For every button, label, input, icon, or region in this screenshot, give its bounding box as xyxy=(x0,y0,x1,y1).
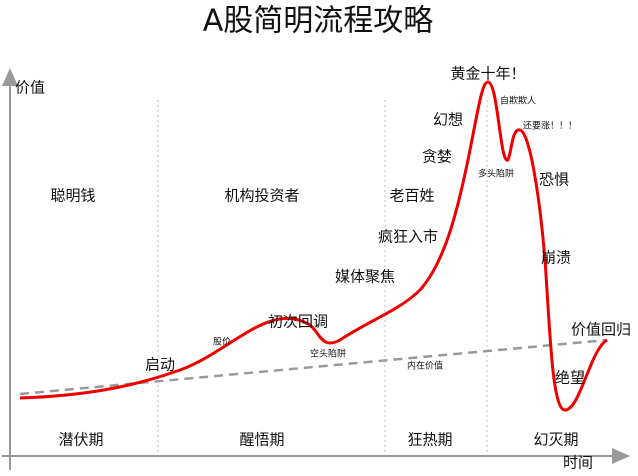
phase: 幻灭期 xyxy=(533,431,578,449)
curve-label: 启动 xyxy=(145,356,175,374)
title: A股简明流程攻略 xyxy=(203,4,434,39)
x-axis-label: 时间 xyxy=(563,454,593,472)
y-axis-label: 价值 xyxy=(15,79,45,97)
curve-label: 空头陷阱 xyxy=(310,348,346,360)
dividers xyxy=(157,100,488,455)
curve-label: 多头陷阱 xyxy=(478,168,514,180)
curve-label: 贪婪 xyxy=(422,148,452,166)
curve-label: 媒体聚焦 xyxy=(335,268,395,286)
investor: 聪明钱 xyxy=(50,187,95,205)
phase: 潜伏期 xyxy=(58,431,103,449)
curve-label: 价值回归 xyxy=(571,321,631,339)
curve-label: 疯狂入市 xyxy=(378,228,438,246)
investor: 机构投资者 xyxy=(224,187,299,205)
curve-label: 绝望 xyxy=(555,369,585,387)
curve-label: 黄金十年！ xyxy=(450,65,525,83)
curve-label: 恐惧 xyxy=(539,171,569,189)
curve-label: 股价 xyxy=(213,337,231,348)
investor: 老百姓 xyxy=(389,187,434,205)
phase: 狂热期 xyxy=(407,431,452,449)
curve-label: 内在价值 xyxy=(407,360,443,372)
curve-label: 初次回调 xyxy=(268,313,328,331)
intrinsic-line xyxy=(19,338,608,396)
curve-label: 自欺欺人 xyxy=(500,95,536,107)
curve-label: 还要涨！！！ xyxy=(523,120,577,132)
curve-label: 幻想 xyxy=(433,111,463,129)
curve-label: 崩溃 xyxy=(541,249,571,267)
price-curve xyxy=(19,80,608,412)
phase: 醒悟期 xyxy=(239,431,284,449)
